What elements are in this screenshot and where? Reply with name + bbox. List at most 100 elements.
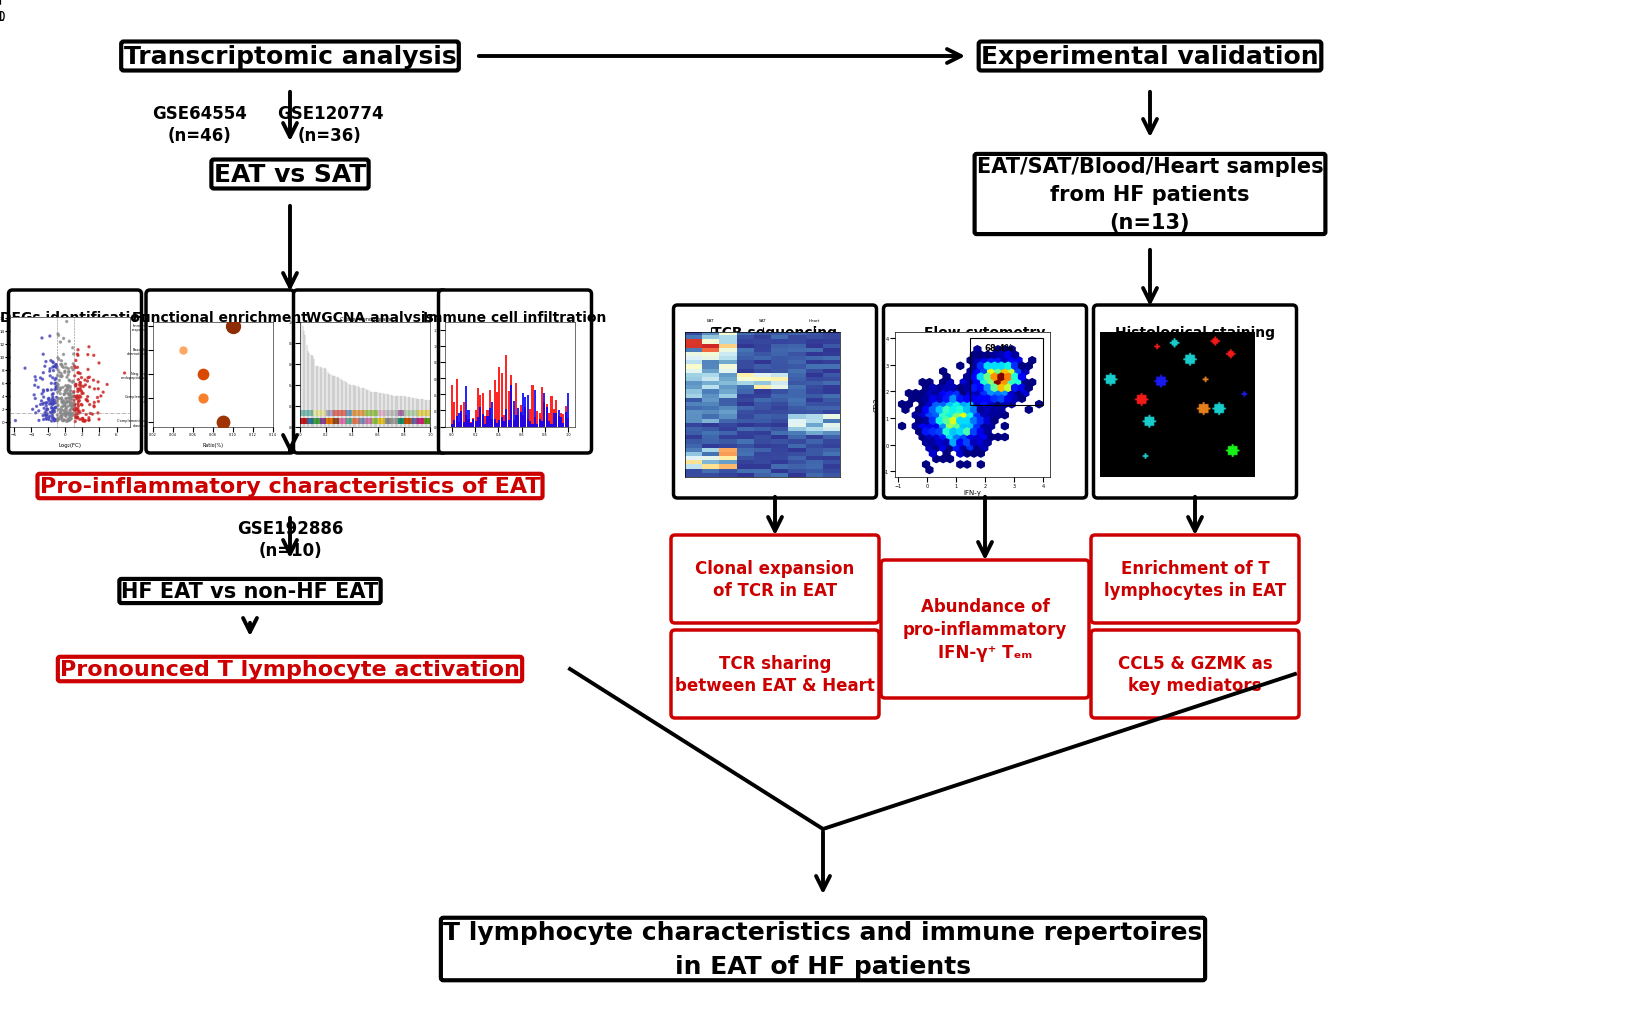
- Point: [44, 368, 71, 384]
- Point: [54, 405, 81, 421]
- Point: [49, 369, 76, 385]
- Point: [43, 371, 69, 387]
- FancyBboxPatch shape: [884, 306, 1086, 498]
- Text: Enrichment of T
lymphocytes in EAT: Enrichment of T lymphocytes in EAT: [1104, 559, 1286, 600]
- Point: [69, 386, 95, 403]
- Point: [59, 389, 86, 406]
- Point: [41, 359, 67, 375]
- Point: [67, 412, 94, 428]
- Point: [53, 406, 79, 422]
- Point: [46, 328, 72, 344]
- Text: Pronounced T lymphocyte activation: Pronounced T lymphocyte activation: [59, 659, 520, 680]
- Point: [41, 394, 67, 411]
- Point: [63, 361, 89, 377]
- Point: [38, 393, 64, 410]
- Point: [41, 359, 67, 375]
- Point: [67, 382, 94, 398]
- Bar: [372, 419, 379, 425]
- Bar: [489, 391, 491, 427]
- Text: DEGs identification: DEGs identification: [0, 311, 150, 325]
- Text: Abundance of
pro-inflammatory
IFN-γ⁺ Tₑₘ: Abundance of pro-inflammatory IFN-γ⁺ Tₑₘ: [902, 597, 1067, 661]
- Point: [56, 404, 82, 420]
- Bar: [507, 421, 510, 427]
- Bar: [543, 393, 545, 427]
- Point: [56, 408, 82, 424]
- Point: [30, 384, 56, 400]
- Point: [51, 346, 77, 363]
- Bar: [538, 414, 540, 427]
- Point: [86, 394, 112, 411]
- Point: [43, 376, 69, 392]
- Point: [59, 408, 86, 424]
- Point: [64, 401, 91, 418]
- Point: [61, 393, 87, 410]
- X-axis label: IFN-γ: IFN-γ: [963, 490, 981, 495]
- Point: [36, 364, 63, 380]
- Point: [59, 395, 86, 412]
- Bar: [463, 403, 464, 427]
- Text: Clonal expansion
of TCR in EAT: Clonal expansion of TCR in EAT: [695, 559, 854, 600]
- Point: [23, 398, 49, 415]
- Bar: [566, 394, 570, 427]
- Point: [74, 393, 100, 410]
- Text: 68.4%: 68.4%: [984, 344, 1014, 353]
- Point: [54, 406, 81, 422]
- Point: [58, 403, 84, 419]
- Point: [87, 388, 114, 405]
- Bar: [423, 411, 430, 417]
- Point: [48, 406, 74, 422]
- Point: [54, 412, 81, 428]
- Bar: [397, 411, 403, 417]
- Point: [46, 383, 72, 399]
- Bar: [458, 414, 461, 427]
- Point: [63, 377, 89, 393]
- Point: [44, 378, 71, 394]
- Point: [69, 397, 95, 414]
- Bar: [537, 425, 538, 427]
- Point: [30, 386, 56, 403]
- Point: [49, 409, 76, 425]
- Point: [66, 393, 92, 410]
- Point: [33, 411, 59, 427]
- Point: [76, 379, 102, 395]
- Point: [209, 414, 235, 430]
- Bar: [550, 425, 553, 427]
- Bar: [520, 413, 522, 427]
- Bar: [482, 414, 484, 427]
- Point: [56, 378, 82, 394]
- Bar: [512, 401, 515, 427]
- Bar: [300, 411, 306, 417]
- Point: [44, 391, 71, 408]
- Point: [56, 389, 82, 406]
- Bar: [467, 411, 469, 427]
- Point: [81, 347, 107, 364]
- Point: [21, 387, 48, 404]
- Point: [56, 380, 82, 396]
- Point: [56, 398, 82, 415]
- Point: [41, 392, 67, 409]
- Bar: [469, 424, 472, 427]
- FancyBboxPatch shape: [672, 631, 879, 718]
- Bar: [499, 420, 500, 427]
- Bar: [533, 391, 537, 427]
- Point: [58, 392, 84, 409]
- Point: [59, 400, 86, 417]
- Point: [38, 405, 64, 421]
- Bar: [542, 387, 543, 427]
- Bar: [546, 405, 548, 427]
- Point: [58, 412, 84, 428]
- Point: [94, 377, 120, 393]
- Point: [41, 382, 67, 398]
- Bar: [385, 419, 392, 425]
- Bar: [505, 356, 507, 427]
- Point: [46, 369, 72, 385]
- Bar: [403, 419, 410, 425]
- Point: [64, 346, 91, 363]
- Point: [76, 397, 102, 414]
- Point: [33, 412, 59, 428]
- Bar: [477, 418, 479, 427]
- Text: GSE64554
(n=46): GSE64554 (n=46): [153, 105, 247, 145]
- Bar: [558, 411, 560, 427]
- Point: [30, 412, 56, 428]
- Point: [54, 386, 81, 403]
